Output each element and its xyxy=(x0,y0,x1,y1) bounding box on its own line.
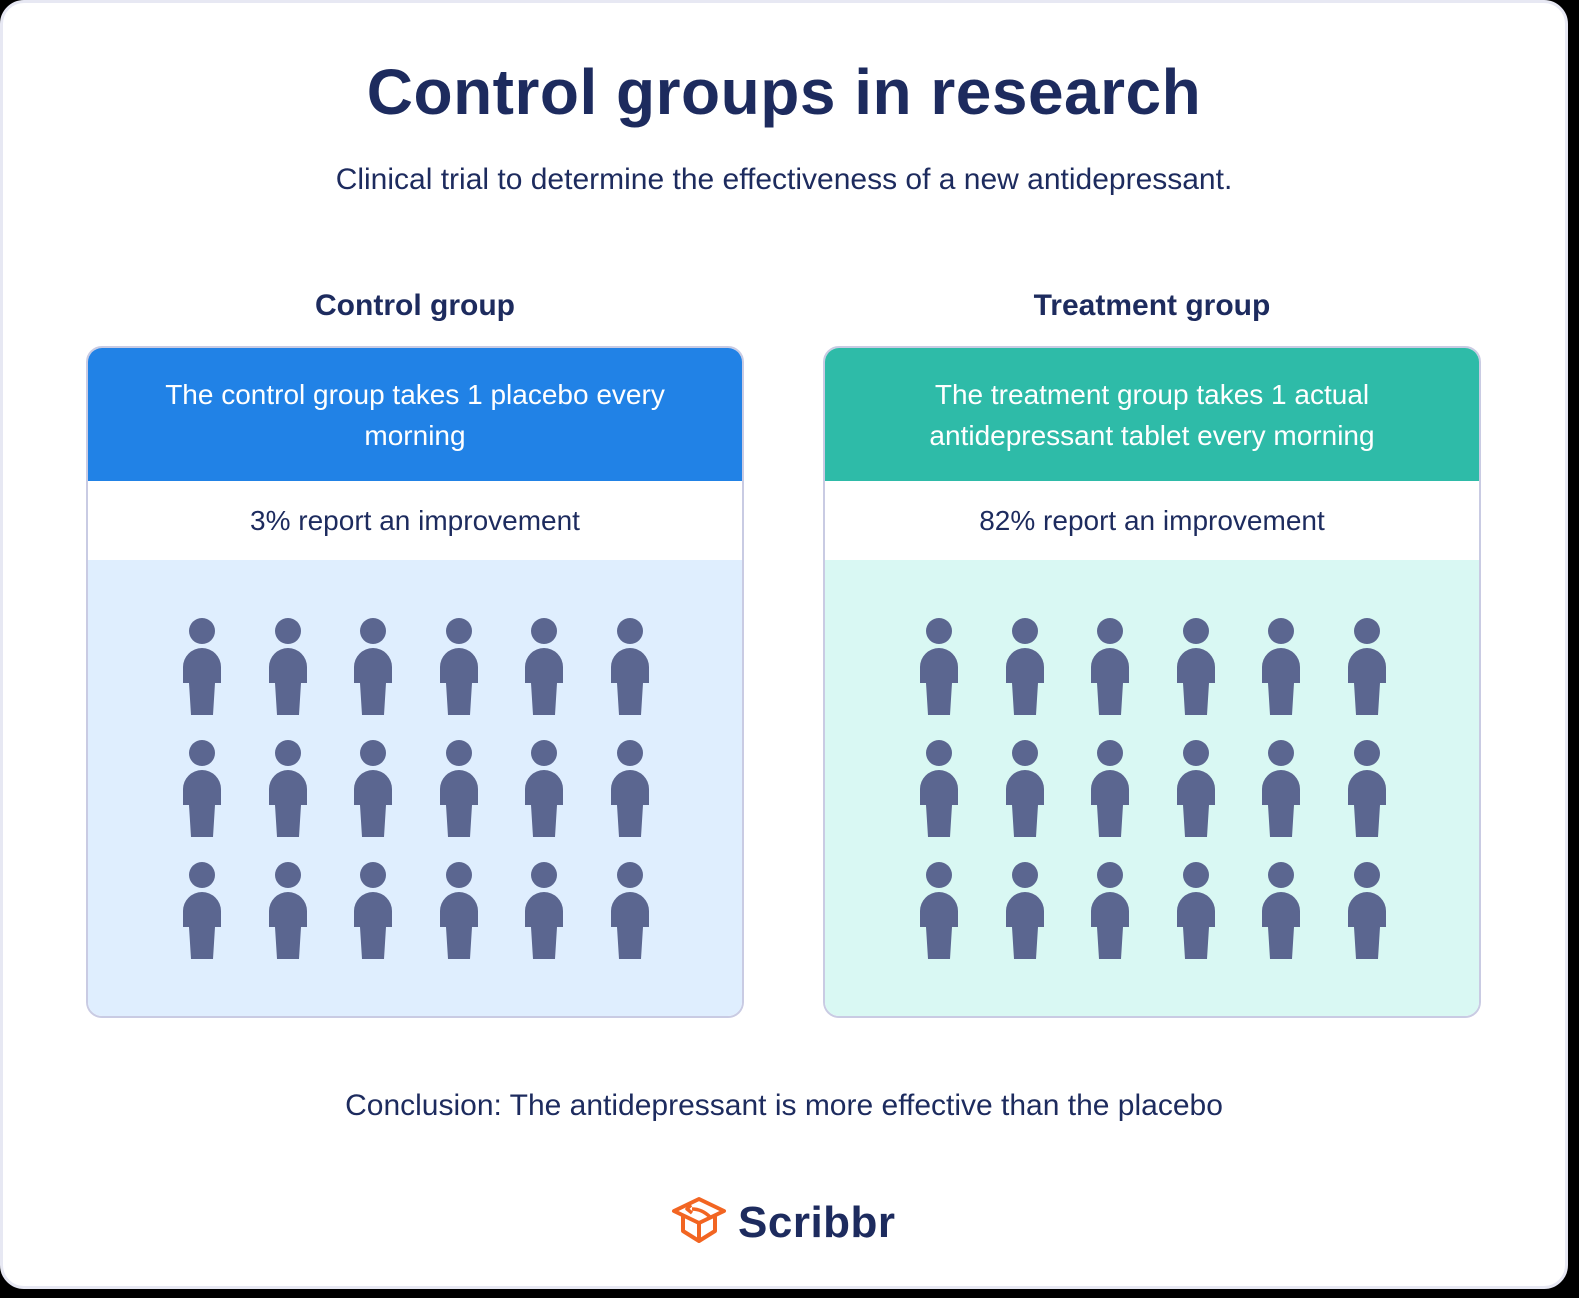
person-icon xyxy=(439,740,479,840)
person-icon xyxy=(524,618,564,718)
person-icon xyxy=(182,618,222,718)
person-icon xyxy=(1347,862,1387,962)
person-icon xyxy=(524,740,564,840)
person-icon xyxy=(439,618,479,718)
person-icon xyxy=(919,740,959,840)
brand-name: Scribbr xyxy=(738,1197,896,1247)
person-icon xyxy=(1090,740,1130,840)
person-icon xyxy=(1347,618,1387,718)
conclusion-text: Conclusion: The antidepressant is more e… xyxy=(345,1089,1223,1122)
person-icon xyxy=(1090,862,1130,962)
person-icon xyxy=(610,740,650,840)
person-icon xyxy=(1176,740,1216,840)
person-icon xyxy=(1090,618,1130,718)
person-icon xyxy=(439,862,479,962)
treatment-group-panel: The treatment group takes 1 actual antid… xyxy=(823,346,1481,1018)
person-icon xyxy=(1176,618,1216,718)
person-icon xyxy=(1005,618,1045,718)
control-group-people xyxy=(88,560,742,1016)
treatment-group-result: 82% report an improvement xyxy=(825,481,1479,560)
control-group-description: The control group takes 1 placebo every … xyxy=(88,348,742,481)
person-icon xyxy=(610,618,650,718)
person-icon xyxy=(919,862,959,962)
person-icon xyxy=(1176,862,1216,962)
person-icon xyxy=(524,862,564,962)
person-icon xyxy=(1261,740,1301,840)
person-icon xyxy=(353,862,393,962)
treatment-group-description: The treatment group takes 1 actual antid… xyxy=(825,348,1479,481)
page-subtitle: Clinical trial to determine the effectiv… xyxy=(335,163,1233,196)
person-icon xyxy=(1261,618,1301,718)
scribbr-logo: Scribbr xyxy=(670,1195,896,1250)
person-icon xyxy=(353,618,393,718)
person-icon xyxy=(182,862,222,962)
person-icon xyxy=(182,740,222,840)
person-icon xyxy=(610,862,650,962)
page-title: Control groups in research xyxy=(366,56,1202,128)
person-icon xyxy=(1005,862,1045,962)
person-icon xyxy=(1347,740,1387,840)
person-icon xyxy=(268,740,308,840)
people-grid xyxy=(182,618,650,962)
person-icon xyxy=(268,862,308,962)
person-icon xyxy=(1005,740,1045,840)
people-grid xyxy=(919,618,1387,962)
treatment-group-people xyxy=(825,560,1479,1016)
control-group-label: Control group xyxy=(315,289,515,322)
person-icon xyxy=(1261,862,1301,962)
control-group-result: 3% report an improvement xyxy=(88,481,742,560)
graduation-cap-icon xyxy=(670,1195,728,1250)
person-icon xyxy=(919,618,959,718)
person-icon xyxy=(268,618,308,718)
treatment-group-label: Treatment group xyxy=(1033,289,1271,322)
person-icon xyxy=(353,740,393,840)
control-group-panel: The control group takes 1 placebo every … xyxy=(86,346,744,1018)
